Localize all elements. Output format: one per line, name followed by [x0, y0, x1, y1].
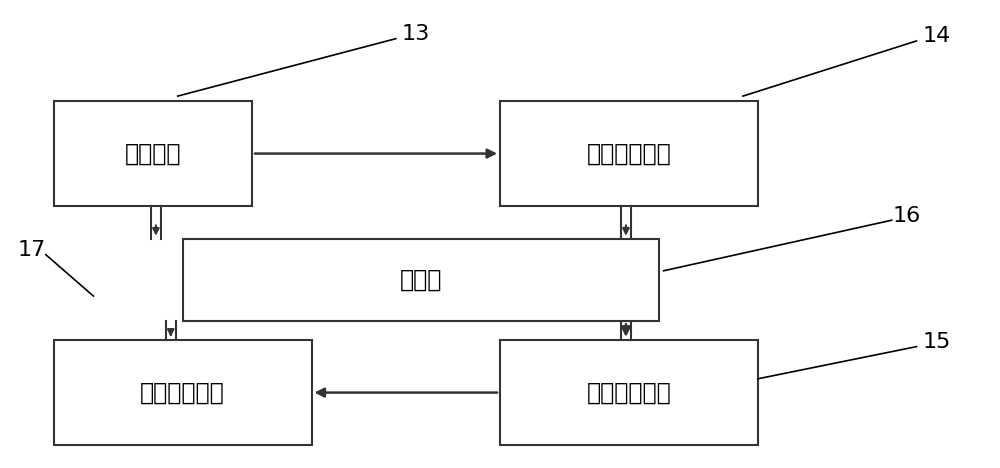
Text: 控制器: 控制器	[399, 268, 442, 292]
Text: 数据存储模块: 数据存储模块	[587, 380, 671, 404]
Text: 14: 14	[922, 26, 950, 46]
Text: 17: 17	[18, 240, 46, 260]
FancyBboxPatch shape	[500, 101, 758, 206]
Text: 16: 16	[892, 205, 921, 226]
FancyBboxPatch shape	[500, 340, 758, 446]
Text: 13: 13	[402, 24, 430, 44]
FancyBboxPatch shape	[54, 340, 312, 446]
FancyBboxPatch shape	[183, 239, 659, 322]
Text: 终端显示电脑: 终端显示电脑	[140, 380, 225, 404]
Text: 数据处理模块: 数据处理模块	[587, 141, 671, 166]
Text: 监测单元: 监测单元	[125, 141, 181, 166]
FancyBboxPatch shape	[54, 101, 252, 206]
Text: 15: 15	[922, 332, 951, 352]
